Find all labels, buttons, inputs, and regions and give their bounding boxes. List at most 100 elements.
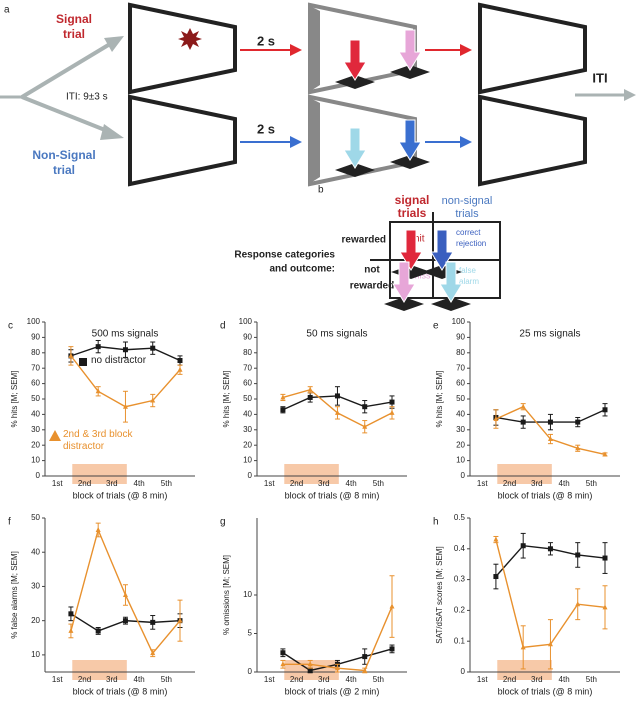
- marker: [547, 419, 553, 425]
- x-tick-label: 1st: [477, 675, 488, 684]
- arrow-head: [100, 124, 124, 140]
- marker: [602, 555, 608, 561]
- marker: [307, 394, 313, 400]
- y-tick-label: 20: [243, 440, 252, 449]
- panel-label: a: [4, 5, 10, 16]
- marker: [280, 394, 286, 400]
- marker: [280, 407, 286, 413]
- marker: [575, 552, 581, 558]
- y-tick-label: 50: [31, 513, 40, 522]
- y-tick-label: 10: [31, 456, 40, 465]
- iti-label: ITI: [592, 70, 607, 85]
- marker: [177, 358, 183, 363]
- marker: [334, 393, 340, 399]
- marker: [389, 409, 395, 415]
- signal-label: trial: [63, 27, 85, 41]
- marker: [334, 409, 340, 415]
- y-tick-label: 0: [461, 667, 466, 676]
- y-tick-label: 0: [248, 667, 253, 676]
- x-tick-label: 2nd: [78, 479, 91, 488]
- x-tick-label: 4th: [134, 675, 145, 684]
- column-header: signal: [395, 193, 430, 207]
- series-line: [495, 405, 606, 456]
- y-tick-label: 100: [239, 317, 253, 326]
- arrow-head: [290, 136, 302, 148]
- nonsignal-label: trial: [53, 163, 75, 177]
- y-tick-label: 50: [456, 394, 465, 403]
- shaded-block: [72, 660, 127, 680]
- legend-label: no distractor: [91, 355, 147, 366]
- screen-side: [312, 7, 320, 90]
- shaded-block: [497, 660, 552, 680]
- y-tick-label: 80: [31, 348, 40, 357]
- panel-label: h: [433, 517, 439, 528]
- x-axis-label: block of trials (@ 8 min): [498, 490, 593, 500]
- x-tick-label: 1st: [477, 479, 488, 488]
- x-tick-label: 5th: [161, 479, 172, 488]
- y-tick-label: 80: [456, 348, 465, 357]
- y-tick-label: 0.1: [454, 636, 466, 645]
- y-tick-label: 70: [31, 363, 40, 372]
- marker: [307, 386, 313, 392]
- marker: [177, 366, 183, 372]
- lever-base: [335, 75, 375, 89]
- y-tick-label: 10: [456, 456, 465, 465]
- lever-arrow: [343, 127, 367, 169]
- y-tick-label: 0: [461, 471, 466, 480]
- y-tick-label: 20: [31, 440, 40, 449]
- marker: [280, 650, 286, 656]
- signal-label: Signal: [56, 12, 92, 26]
- marker: [389, 646, 395, 652]
- cell-label: correct: [456, 228, 481, 237]
- marker: [95, 526, 101, 532]
- screen: [128, 94, 237, 187]
- marker: [150, 397, 156, 403]
- cell-label: rejection: [456, 239, 486, 248]
- marker: [547, 546, 553, 552]
- lever-arrow: [430, 229, 454, 271]
- y-tick-label: 30: [243, 425, 252, 434]
- screen-side: [312, 99, 320, 182]
- lever-base: [390, 155, 430, 169]
- y-axis-label: SAT/dSAT scores [M; SEM]: [435, 546, 444, 643]
- y-tick-label: 0: [36, 471, 41, 480]
- marker: [150, 619, 156, 625]
- x-tick-label: 1st: [264, 479, 275, 488]
- marker: [95, 628, 101, 634]
- row-header: rewarded: [342, 235, 386, 246]
- marker: [95, 388, 101, 394]
- y-axis-label: % false alarms [M; SEM]: [10, 551, 19, 639]
- y-tick-label: 50: [31, 394, 40, 403]
- y-tick-label: 30: [456, 425, 465, 434]
- y-tick-label: 40: [243, 410, 252, 419]
- lever-base: [431, 297, 471, 311]
- delay-label: 2 s: [257, 33, 275, 48]
- shaded-block: [72, 464, 127, 484]
- x-tick-label: 4th: [559, 479, 570, 488]
- chart-title: 25 ms signals: [519, 329, 580, 340]
- x-tick-label: 2nd: [290, 479, 303, 488]
- x-tick-label: 5th: [586, 479, 597, 488]
- y-tick-label: 0.4: [454, 544, 466, 553]
- panel-label: e: [433, 321, 439, 332]
- y-tick-label: 90: [243, 333, 252, 342]
- marker: [389, 603, 395, 609]
- y-tick-label: 80: [243, 348, 252, 357]
- y-tick-label: 30: [31, 425, 40, 434]
- cell-label: false: [459, 266, 476, 275]
- marker: [520, 419, 526, 425]
- screen: [478, 2, 587, 95]
- x-axis-label: block of trials (@ 8 min): [73, 686, 168, 696]
- marker: [575, 445, 581, 451]
- legend-item: 2nd & 3rd block distractor: [63, 429, 133, 452]
- marker: [602, 451, 608, 457]
- screen: [128, 2, 237, 95]
- marker: [602, 604, 608, 610]
- y-tick-label: 100: [27, 317, 41, 326]
- marker: [389, 399, 395, 405]
- y-tick-label: 40: [31, 410, 40, 419]
- legend-label: 2nd & 3rd block distractor: [63, 429, 133, 452]
- y-tick-label: 0.3: [454, 575, 466, 584]
- table-caption: and outcome:: [269, 264, 335, 275]
